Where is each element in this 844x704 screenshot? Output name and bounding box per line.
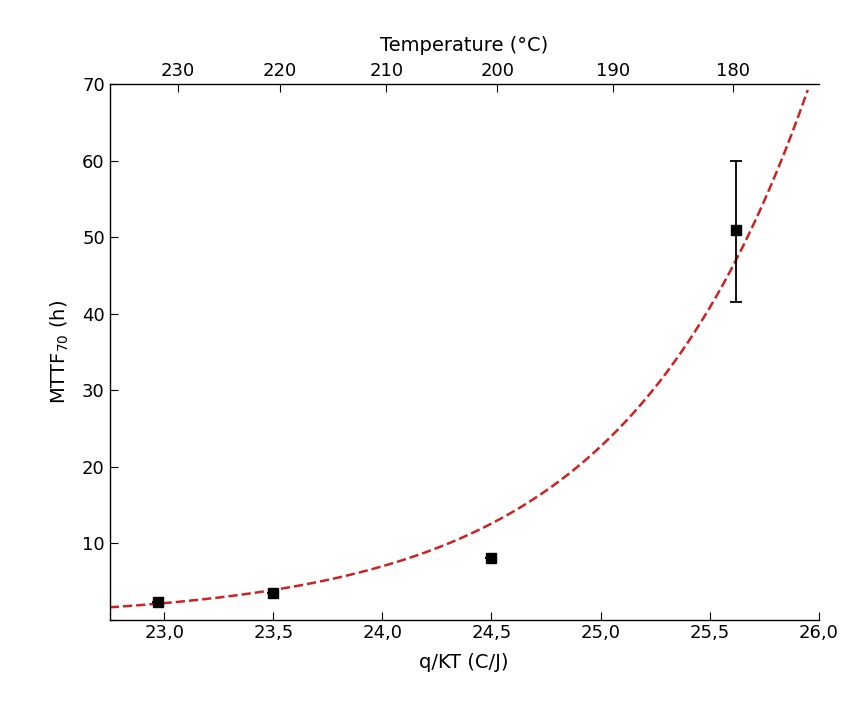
Y-axis label: MTTF$_{70}$ (h): MTTF$_{70}$ (h) xyxy=(49,300,71,404)
X-axis label: q/KT (C/J): q/KT (C/J) xyxy=(419,653,509,672)
X-axis label: Temperature (°C): Temperature (°C) xyxy=(380,35,549,54)
